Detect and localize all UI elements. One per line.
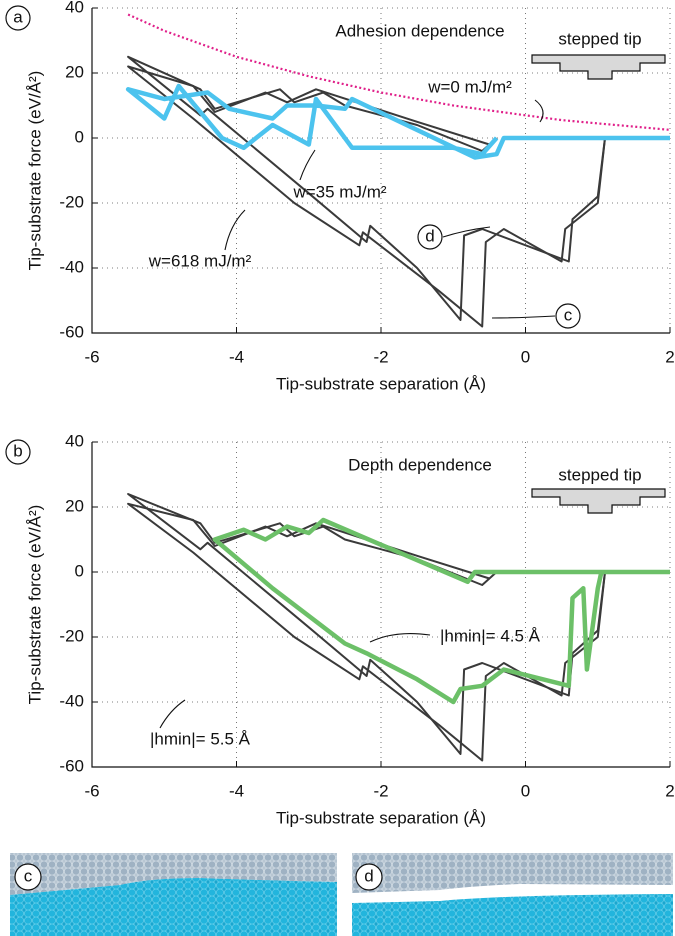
annotation-arrow xyxy=(442,226,491,238)
y-tick-label: 0 xyxy=(75,561,84,580)
panel-badge xyxy=(355,863,383,891)
data-line xyxy=(212,517,670,705)
annotation: |hmin|= 5.5 Å xyxy=(150,729,251,748)
chart-title: Depth dependence xyxy=(348,455,492,474)
chart-title: Adhesion dependence xyxy=(335,21,504,40)
data-line xyxy=(127,13,671,131)
panel-label: d xyxy=(364,866,373,885)
panel-label: a xyxy=(13,7,23,26)
x-tick-label: 0 xyxy=(521,347,530,366)
x-tick-label: -4 xyxy=(229,347,244,366)
annotation: d xyxy=(425,226,434,245)
annotation: |hmin|= 4.5 Å xyxy=(440,626,541,645)
y-tick-label: 20 xyxy=(65,62,84,81)
y-axis-label: Tip-substrate force (eV/Å²) xyxy=(25,71,44,271)
panel-label: b xyxy=(13,441,22,460)
x-tick-label: -6 xyxy=(84,347,99,366)
data-line xyxy=(127,55,670,321)
y-tick-label: -20 xyxy=(59,626,84,645)
panel-badge xyxy=(14,863,42,891)
y-tick-label: 20 xyxy=(65,496,84,515)
annotation: w=0 mJ/m² xyxy=(427,77,512,96)
x-tick-label: -2 xyxy=(373,347,388,366)
x-axis-label: Tip-substrate separation (Å) xyxy=(276,374,486,393)
axis xyxy=(91,8,670,334)
y-tick-label: -60 xyxy=(59,322,84,341)
data-line xyxy=(127,502,606,762)
annotation: stepped tip xyxy=(558,465,641,484)
atom-image xyxy=(352,853,673,936)
x-axis-label: Tip-substrate separation (Å) xyxy=(276,808,486,827)
annotation-badge xyxy=(555,303,581,329)
annotation-arrow xyxy=(159,699,186,729)
x-tick-label: -6 xyxy=(84,781,99,800)
data-line xyxy=(127,493,670,755)
panel-label: c xyxy=(24,866,33,885)
annotation-arrow xyxy=(491,315,556,319)
annotation-arrow xyxy=(299,149,316,181)
x-tick-label: -2 xyxy=(373,781,388,800)
annotation: w=618 mJ/m² xyxy=(148,251,252,270)
y-tick-label: -60 xyxy=(59,756,84,775)
data-line xyxy=(127,65,606,328)
tip-icon xyxy=(531,54,666,80)
tip-icon xyxy=(531,488,666,514)
panel-badge xyxy=(5,439,31,465)
data-line xyxy=(125,83,670,160)
annotation-badge xyxy=(417,224,443,250)
x-tick-label: 2 xyxy=(665,781,674,800)
annotation-arrow xyxy=(369,633,431,643)
atom-image xyxy=(10,853,337,936)
x-tick-label: 2 xyxy=(665,347,674,366)
annotation-arrow xyxy=(534,99,544,123)
axis xyxy=(91,442,670,768)
x-tick-label: 0 xyxy=(521,781,530,800)
y-tick-label: 0 xyxy=(75,127,84,146)
annotation: w=35 mJ/m² xyxy=(292,182,386,201)
y-tick-label: 40 xyxy=(65,431,84,450)
panel-badge xyxy=(5,5,31,31)
y-tick-label: -40 xyxy=(59,691,84,710)
y-tick-label: 40 xyxy=(65,0,84,16)
y-tick-label: -20 xyxy=(59,192,84,211)
annotation: stepped tip xyxy=(558,29,641,48)
annotation: c xyxy=(564,305,573,324)
y-tick-label: -40 xyxy=(59,257,84,276)
y-axis-label: Tip-substrate force (eV/Å²) xyxy=(25,505,44,705)
annotation-arrow xyxy=(224,209,246,251)
x-tick-label: -4 xyxy=(229,781,244,800)
